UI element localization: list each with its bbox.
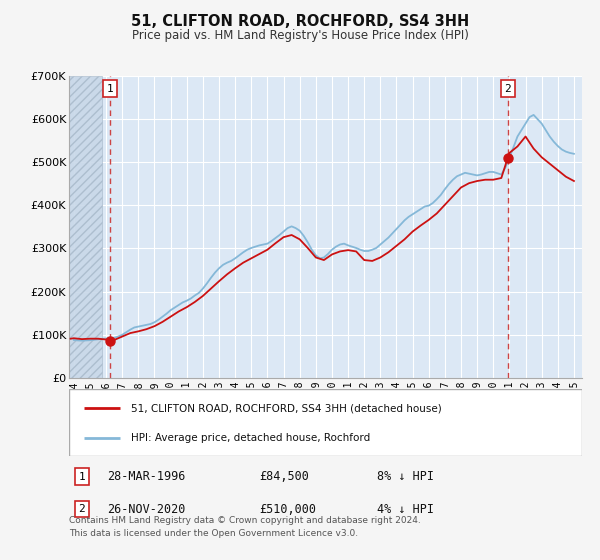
Bar <box>69 76 102 378</box>
Text: HPI: Average price, detached house, Rochford: HPI: Average price, detached house, Roch… <box>131 432 370 442</box>
Text: 2: 2 <box>79 504 85 514</box>
Text: 28-MAR-1996: 28-MAR-1996 <box>107 470 186 483</box>
Text: 51, CLIFTON ROAD, ROCHFORD, SS4 3HH: 51, CLIFTON ROAD, ROCHFORD, SS4 3HH <box>131 14 469 29</box>
Text: 1: 1 <box>79 472 85 482</box>
Text: 8% ↓ HPI: 8% ↓ HPI <box>377 470 434 483</box>
Text: Contains HM Land Registry data © Crown copyright and database right 2024.
This d: Contains HM Land Registry data © Crown c… <box>69 516 421 538</box>
Text: 26-NOV-2020: 26-NOV-2020 <box>107 502 186 516</box>
FancyBboxPatch shape <box>69 389 582 456</box>
Text: Price paid vs. HM Land Registry's House Price Index (HPI): Price paid vs. HM Land Registry's House … <box>131 29 469 42</box>
Text: 2: 2 <box>505 83 511 94</box>
Text: 51, CLIFTON ROAD, ROCHFORD, SS4 3HH (detached house): 51, CLIFTON ROAD, ROCHFORD, SS4 3HH (det… <box>131 403 442 413</box>
Text: 4% ↓ HPI: 4% ↓ HPI <box>377 502 434 516</box>
Text: £510,000: £510,000 <box>259 502 316 516</box>
Text: £84,500: £84,500 <box>259 470 308 483</box>
Text: 1: 1 <box>106 83 113 94</box>
